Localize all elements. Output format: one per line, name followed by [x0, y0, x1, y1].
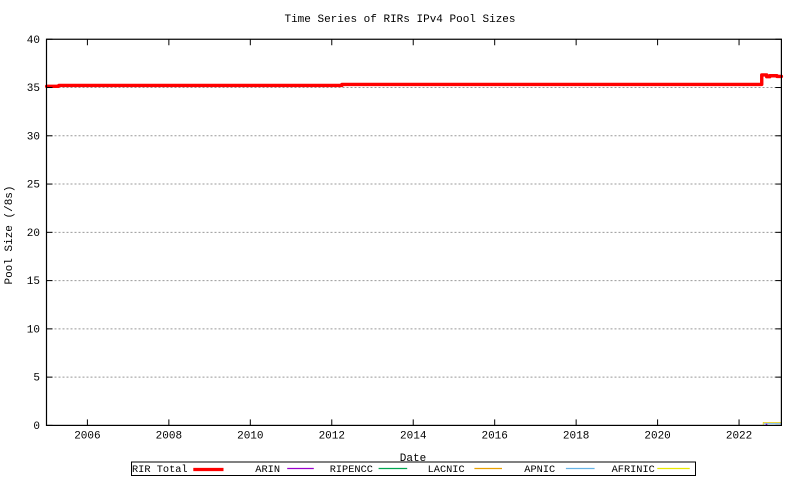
svg-text:20: 20	[27, 228, 40, 240]
svg-text:2008: 2008	[156, 430, 182, 442]
svg-text:15: 15	[27, 276, 40, 288]
svg-text:35: 35	[27, 83, 40, 95]
svg-text:25: 25	[27, 180, 40, 192]
svg-text:2012: 2012	[319, 430, 345, 442]
svg-text:RIR Total: RIR Total	[132, 464, 188, 476]
svg-text:30: 30	[27, 131, 40, 143]
svg-text:2010: 2010	[237, 430, 263, 442]
svg-text:2014: 2014	[400, 430, 427, 442]
svg-text:2020: 2020	[644, 430, 670, 442]
svg-text:Pool Size (/8s): Pool Size (/8s)	[4, 185, 16, 284]
svg-text:2016: 2016	[481, 430, 507, 442]
svg-text:2018: 2018	[563, 430, 589, 442]
svg-text:LACNIC: LACNIC	[428, 464, 465, 476]
svg-text:10: 10	[27, 324, 40, 336]
svg-text:0: 0	[33, 421, 40, 433]
svg-text:RIPENCC: RIPENCC	[330, 464, 373, 476]
svg-text:2006: 2006	[74, 430, 100, 442]
svg-text:APNIC: APNIC	[524, 464, 555, 476]
svg-text:Time Series of RIRs IPv4 Pool: Time Series of RIRs IPv4 Pool Sizes	[284, 14, 515, 26]
svg-text:2022: 2022	[726, 430, 752, 442]
svg-text:AFRINIC: AFRINIC	[612, 464, 655, 476]
svg-text:40: 40	[27, 35, 40, 47]
svg-text:ARIN: ARIN	[255, 464, 280, 476]
svg-text:5: 5	[33, 373, 40, 385]
